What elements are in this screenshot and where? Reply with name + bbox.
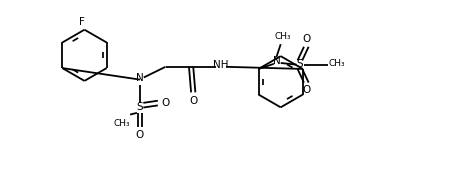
Text: O: O	[161, 98, 169, 108]
Text: N: N	[136, 73, 144, 83]
Text: O: O	[302, 85, 310, 95]
Text: S: S	[297, 59, 303, 69]
Text: F: F	[79, 17, 85, 27]
Text: CH₃: CH₃	[114, 120, 130, 128]
Text: N: N	[273, 56, 280, 66]
Text: S: S	[137, 102, 143, 112]
Text: O: O	[136, 130, 144, 140]
Text: NH: NH	[213, 60, 229, 70]
Text: CH₃: CH₃	[274, 33, 291, 41]
Text: O: O	[189, 95, 197, 105]
Text: O: O	[302, 34, 310, 44]
Text: CH₃: CH₃	[329, 59, 345, 68]
